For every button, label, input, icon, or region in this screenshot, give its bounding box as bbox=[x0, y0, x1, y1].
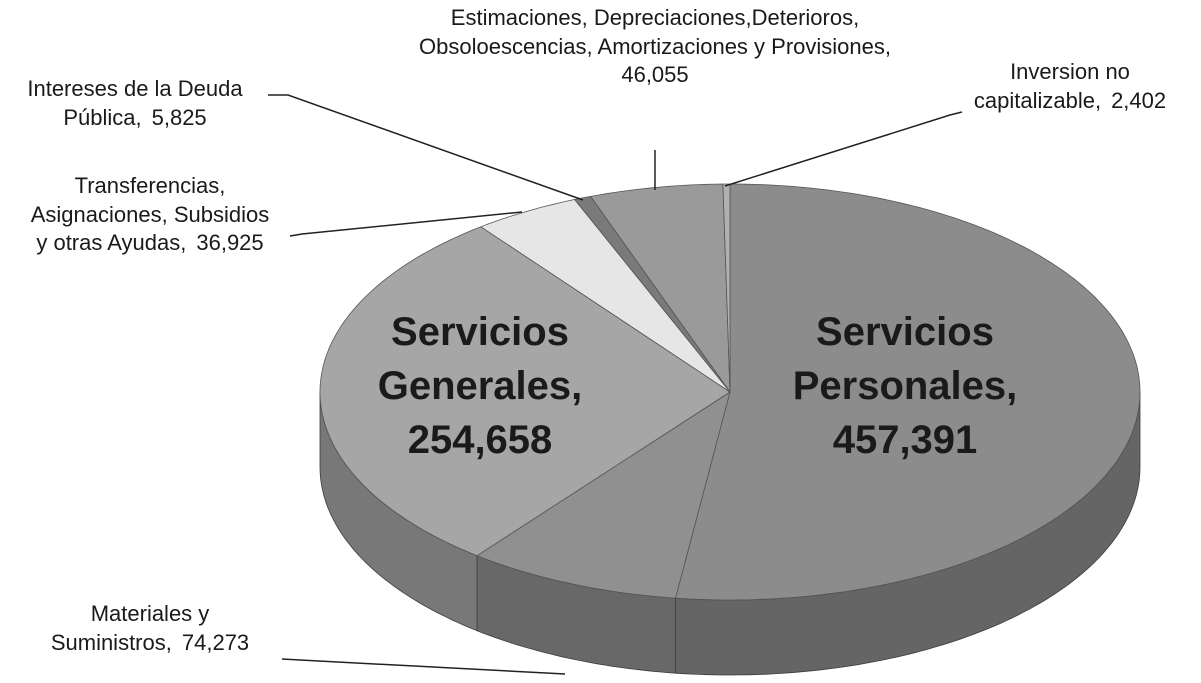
value-label: 254,658 bbox=[407, 418, 553, 462]
slice-label: Intereses de la Deuda Pública, 5,825 bbox=[0, 75, 270, 132]
slice bbox=[589, 183, 731, 394]
slice bbox=[319, 226, 731, 557]
category-name: Servicios Personales, bbox=[792, 310, 1018, 408]
category-name: Materiales y Suministros, bbox=[50, 601, 210, 655]
value-label: 2,402 bbox=[1111, 87, 1167, 113]
leader-line bbox=[281, 658, 566, 675]
slice-label: Estimaciones, Depreciaciones,Deterioros,… bbox=[370, 4, 940, 90]
category-name: Inversion no capitalizable, bbox=[973, 59, 1130, 113]
slice bbox=[722, 183, 731, 393]
value-label: 457,391 bbox=[832, 418, 978, 462]
slice bbox=[480, 199, 731, 393]
slice-label: Transferencias, Asignaciones, Subsidios … bbox=[0, 172, 300, 258]
leader-line bbox=[268, 94, 584, 201]
value-label: 36,925 bbox=[196, 230, 264, 256]
slice bbox=[674, 183, 1141, 601]
value-label: 74,273 bbox=[181, 629, 250, 655]
category-name: Estimaciones, Depreciaciones,Deterioros,… bbox=[419, 5, 891, 59]
leader-line bbox=[289, 211, 523, 237]
value-label: 5,825 bbox=[151, 104, 207, 130]
leader-line bbox=[724, 111, 963, 187]
category-name: Servicios Generales, bbox=[377, 310, 583, 408]
slice-label: Servicios Personales, 457,391 bbox=[775, 305, 1035, 467]
value-label: 46,055 bbox=[621, 62, 689, 88]
slice-label: Materiales y Suministros, 74,273 bbox=[10, 600, 290, 657]
category-name: Transferencias, Asignaciones, Subsidios … bbox=[30, 173, 270, 256]
slice-label: Inversion no capitalizable, 2,402 bbox=[955, 58, 1185, 115]
slice-label: Servicios Generales, 254,658 bbox=[350, 305, 610, 467]
pie-tops bbox=[319, 183, 1141, 601]
slice bbox=[476, 391, 731, 599]
category-name: Intereses de la Deuda Pública, bbox=[27, 76, 243, 130]
